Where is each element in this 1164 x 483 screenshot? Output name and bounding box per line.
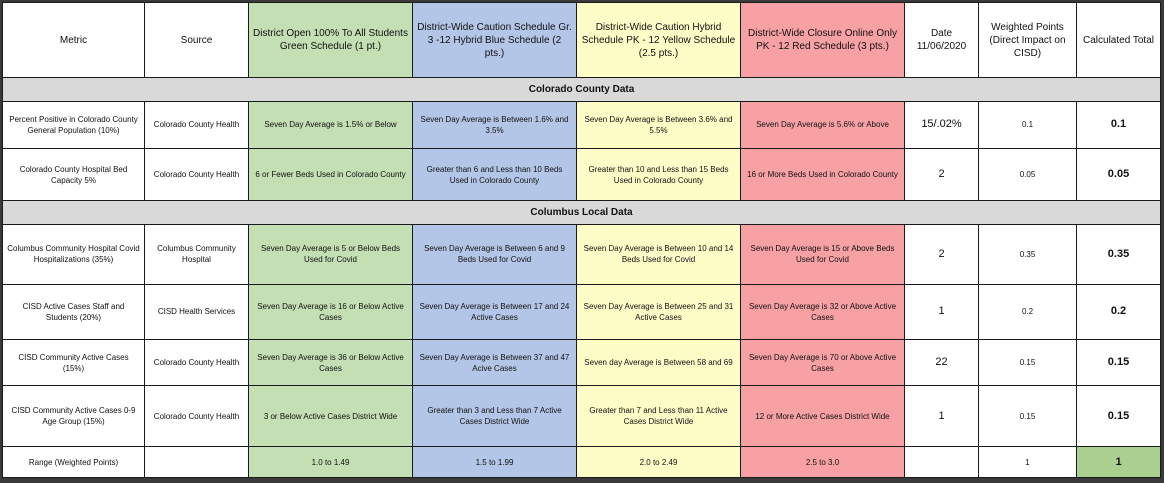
yellow-criteria-cell: Greater than 7 and Less than 11 Active C…	[576, 385, 741, 448]
metric-cell: Colorado County Hospital Bed Capacity 5%	[2, 147, 145, 202]
section-row-colorado: Colorado County Data	[2, 77, 1161, 102]
weighted-points-cell: 0.15	[978, 385, 1077, 448]
calculated-total-cell: 0.15	[1076, 339, 1161, 387]
weighted-points-cell: 0.35	[978, 224, 1077, 285]
table-row: CISD Community Active Cases 0-9 Age Grou…	[2, 385, 1161, 448]
metric-cell: CISD Community Active Cases 0-9 Age Grou…	[2, 385, 145, 448]
metric-cell: CISD Active Cases Staff and Students (20…	[2, 283, 145, 341]
range-green-cell: 1.0 to 1.49	[248, 446, 413, 478]
blue-criteria-cell: Greater than 3 and Less than 7 Active Ca…	[412, 385, 577, 448]
date-value-cell: 2	[904, 147, 979, 202]
range-total-cell: 1	[1076, 446, 1161, 478]
range-row: Range (Weighted Points) 1.0 to 1.49 1.5 …	[2, 446, 1161, 478]
blue-criteria-cell: Seven Day Average is Between 37 and 47 A…	[412, 339, 577, 387]
table-row: Colorado County Hospital Bed Capacity 5%…	[2, 147, 1161, 202]
blue-criteria-cell: Seven Day Average is Between 1.6% and 3.…	[412, 100, 577, 149]
range-yellow-cell: 2.0 to 2.49	[576, 446, 741, 478]
yellow-criteria-cell: Seven Day Average is Between 10 and 14 B…	[576, 224, 741, 285]
table-row: CISD Community Active Cases (15%) Colora…	[2, 339, 1161, 387]
green-criteria-cell: Seven Day Average is 1.5% or Below	[248, 100, 413, 149]
header-yellow-schedule: District-Wide Caution Hybrid Schedule PK…	[576, 1, 741, 79]
header-weighted-points: Weighted Points (Direct Impact on CISD)	[978, 1, 1077, 79]
header-source: Source	[144, 1, 249, 79]
calculated-total-cell: 0.35	[1076, 224, 1161, 285]
date-value-cell: 1	[904, 283, 979, 341]
weighted-points-cell: 0.1	[978, 100, 1077, 149]
range-label-cell: Range (Weighted Points)	[2, 446, 145, 478]
date-value-cell: 15/.02%	[904, 100, 979, 149]
date-value-cell: 22	[904, 339, 979, 387]
section-row-columbus: Columbus Local Data	[2, 200, 1161, 226]
range-blue-cell: 1.5 to 1.99	[412, 446, 577, 478]
range-date-cell	[904, 446, 979, 478]
blue-criteria-cell: Seven Day Average is Between 6 and 9 Bed…	[412, 224, 577, 285]
metric-cell: Columbus Community Hospital Covid Hospit…	[2, 224, 145, 285]
green-criteria-cell: Seven Day Average is 36 or Below Active …	[248, 339, 413, 387]
source-cell: Colorado County Health	[144, 100, 249, 149]
yellow-criteria-cell: Seven day Average is Between 58 and 69	[576, 339, 741, 387]
red-criteria-cell: Seven Day Average is 5.6% or Above	[740, 100, 905, 149]
range-red-cell: 2.5 to 3.0	[740, 446, 905, 478]
source-cell: Columbus Community Hospital	[144, 224, 249, 285]
yellow-criteria-cell: Seven Day Average is Between 25 and 31 A…	[576, 283, 741, 341]
source-cell: Colorado County Health	[144, 339, 249, 387]
blue-criteria-cell: Greater than 6 and Less than 10 Beds Use…	[412, 147, 577, 202]
source-cell: Colorado County Health	[144, 385, 249, 448]
yellow-criteria-cell: Greater than 10 and Less than 15 Beds Us…	[576, 147, 741, 202]
blue-criteria-cell: Seven Day Average is Between 17 and 24 A…	[412, 283, 577, 341]
header-date: Date 11/06/2020	[904, 1, 979, 79]
calculated-total-cell: 0.2	[1076, 283, 1161, 341]
source-cell: Colorado County Health	[144, 147, 249, 202]
green-criteria-cell: Seven Day Average is 5 or Below Beds Use…	[248, 224, 413, 285]
calculated-total-cell: 0.15	[1076, 385, 1161, 448]
header-row: Metric Source District Open 100% To All …	[2, 1, 1161, 79]
calculated-total-cell: 0.05	[1076, 147, 1161, 202]
red-criteria-cell: Seven Day Average is 32 or Above Active …	[740, 283, 905, 341]
header-calculated-total: Calculated Total	[1076, 1, 1161, 79]
table-row: Percent Positive in Colorado County Gene…	[2, 100, 1161, 149]
weighted-points-cell: 0.15	[978, 339, 1077, 387]
green-criteria-cell: 3 or Below Active Cases District Wide	[248, 385, 413, 448]
section-title-columbus: Columbus Local Data	[2, 200, 1161, 226]
red-criteria-cell: Seven Day Average is 15 or Above Beds Us…	[740, 224, 905, 285]
weighted-points-cell: 0.2	[978, 283, 1077, 341]
header-metric: Metric	[2, 1, 145, 79]
section-title-colorado: Colorado County Data	[2, 77, 1161, 102]
red-criteria-cell: Seven Day Average is 70 or Above Active …	[740, 339, 905, 387]
yellow-criteria-cell: Seven Day Average is Between 3.6% and 5.…	[576, 100, 741, 149]
header-blue-schedule: District-Wide Caution Schedule Gr. 3 -12…	[412, 1, 577, 79]
range-source-cell	[144, 446, 249, 478]
weighted-points-cell: 0.05	[978, 147, 1077, 202]
header-red-schedule: District-Wide Closure Online Only PK - 1…	[740, 1, 905, 79]
green-criteria-cell: Seven Day Average is 16 or Below Active …	[248, 283, 413, 341]
metric-cell: Percent Positive in Colorado County Gene…	[2, 100, 145, 149]
table-row: Columbus Community Hospital Covid Hospit…	[2, 224, 1161, 285]
green-criteria-cell: 6 or Fewer Beds Used in Colorado County	[248, 147, 413, 202]
red-criteria-cell: 12 or More Active Cases District Wide	[740, 385, 905, 448]
header-green-schedule: District Open 100% To All Students Green…	[248, 1, 413, 79]
table-row: CISD Active Cases Staff and Students (20…	[2, 283, 1161, 341]
calculated-total-cell: 0.1	[1076, 100, 1161, 149]
source-cell: CISD Health Services	[144, 283, 249, 341]
red-criteria-cell: 16 or More Beds Used in Colorado County	[740, 147, 905, 202]
metric-cell: CISD Community Active Cases (15%)	[2, 339, 145, 387]
range-weighted-cell: 1	[978, 446, 1077, 478]
date-value-cell: 2	[904, 224, 979, 285]
date-value-cell: 1	[904, 385, 979, 448]
